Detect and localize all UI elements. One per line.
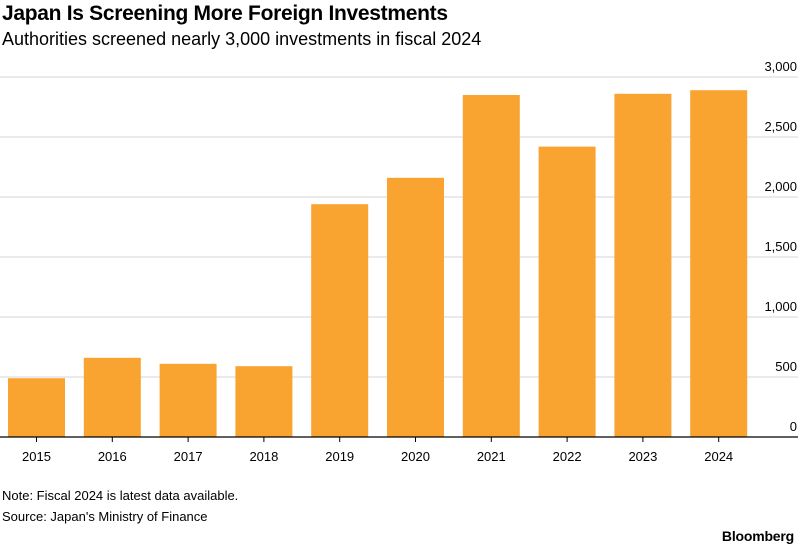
y-tick-label: 1,500 (764, 239, 797, 254)
x-tick-label: 2023 (628, 449, 657, 464)
x-tick-label: 2018 (249, 449, 278, 464)
bar-2023 (614, 93, 672, 438)
y-axis-tick-labels: 0 500 1,000 1,500 2,000 2,500 3,000 (764, 60, 797, 434)
bloomberg-logo: Bloomberg (721, 528, 794, 544)
source-note: Source: Japan's Ministry of Finance (2, 509, 208, 524)
x-tick-label: 2019 (325, 449, 354, 464)
bar-2022 (538, 146, 596, 437)
y-tick-label: 1,000 (764, 299, 797, 314)
footnote: Note: Fiscal 2024 is latest data availab… (2, 488, 239, 503)
x-tick-label: 2015 (22, 449, 51, 464)
bar-2019 (311, 204, 369, 437)
x-tick-label: 2024 (704, 449, 733, 464)
x-axis-tick-labels: 2015 2016 2017 2018 2019 2020 2021 2022 2023 2024 (22, 437, 733, 464)
y-tick-label: 500 (775, 359, 797, 374)
y-tick-label: 3,000 (764, 60, 797, 74)
bar-2021 (462, 95, 520, 437)
bar-2018 (235, 366, 293, 437)
bar-2016 (83, 357, 141, 437)
chart-title: Japan Is Screening More Foreign Investme… (2, 2, 448, 25)
x-tick-label: 2021 (477, 449, 506, 464)
x-tick-label: 2020 (401, 449, 430, 464)
y-tick-label: 0 (790, 419, 797, 434)
x-tick-label: 2022 (553, 449, 582, 464)
y-tick-label: 2,000 (764, 179, 797, 194)
bars (8, 90, 748, 438)
bar-2015 (8, 378, 65, 437)
chart-subtitle: Authorities screened nearly 3,000 invest… (2, 29, 482, 49)
bar-2017 (159, 363, 217, 437)
x-tick-label: 2017 (174, 449, 203, 464)
y-tick-label: 2,500 (764, 119, 797, 134)
x-tick-label: 2016 (98, 449, 127, 464)
bar-2020 (387, 177, 444, 438)
bar-2024 (690, 90, 748, 437)
